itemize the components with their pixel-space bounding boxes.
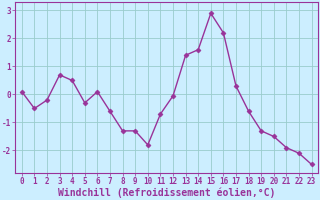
- X-axis label: Windchill (Refroidissement éolien,°C): Windchill (Refroidissement éolien,°C): [58, 187, 276, 198]
